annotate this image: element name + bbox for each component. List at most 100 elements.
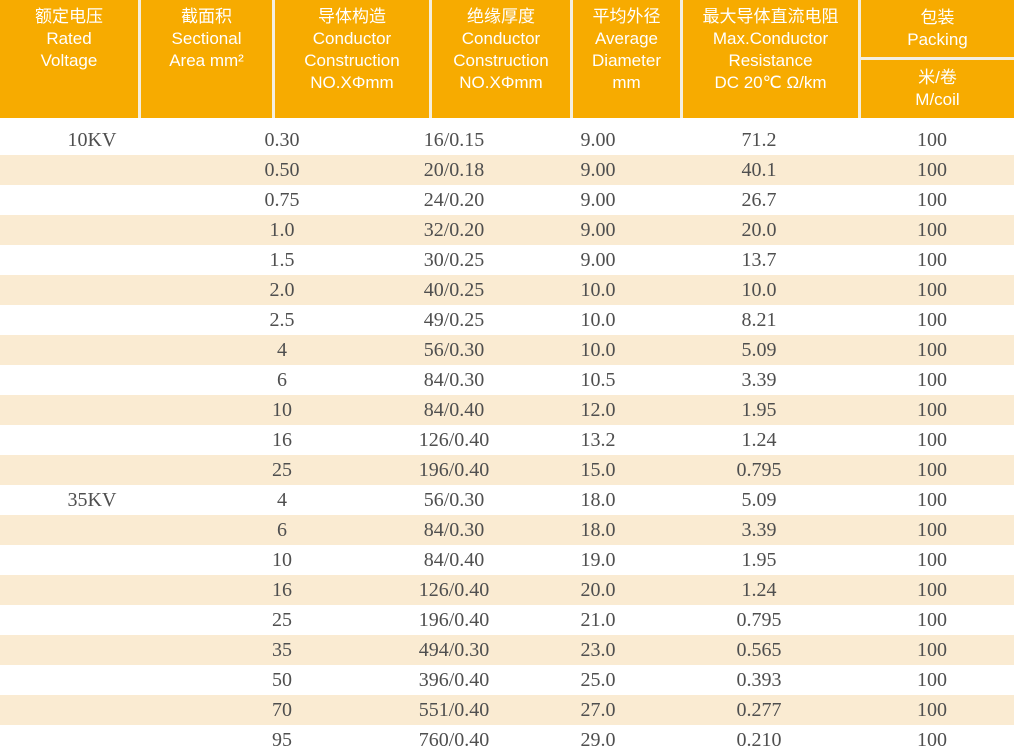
table-row: 4 56/0.30 10.0 5.09 100 [0, 335, 1014, 365]
cell-packing: 100 [917, 639, 947, 661]
cell-average-diameter: 18.0 [580, 519, 616, 541]
cell-sectional-area: 0.75 [264, 189, 300, 211]
cell-max-resistance: 0.565 [736, 639, 782, 661]
cell-max-resistance: 8.21 [741, 309, 777, 331]
cell-max-resistance: 40.1 [741, 159, 777, 181]
cell-conductor-construction: 84/0.40 [423, 399, 485, 421]
cell-sectional-area: 95 [272, 729, 292, 751]
table-row: 10 84/0.40 19.0 1.95 100 [0, 545, 1014, 575]
cell-max-resistance: 0.277 [736, 699, 782, 721]
cell-average-diameter: 21.0 [580, 609, 616, 631]
cell-average-diameter: 12.0 [580, 399, 616, 421]
table-row: 16 126/0.40 13.2 1.24 100 [0, 425, 1014, 455]
cell-sectional-area: 2.0 [269, 279, 295, 301]
cell-average-diameter: 29.0 [580, 729, 616, 751]
cell-rated-voltage: 10KV [67, 129, 117, 151]
header-row-gap [0, 118, 1014, 125]
cell-packing: 100 [917, 339, 947, 361]
cell-sectional-area: 1.5 [269, 249, 295, 271]
table-row: 1.5 30/0.25 9.00 13.7 100 [0, 245, 1014, 275]
cell-sectional-area: 4 [277, 339, 287, 361]
cell-packing: 100 [917, 249, 947, 271]
cell-conductor-construction: 20/0.18 [423, 159, 485, 181]
cell-conductor-construction: 49/0.25 [423, 309, 485, 331]
cell-sectional-area: 16 [272, 429, 292, 451]
cell-packing: 100 [917, 159, 947, 181]
cell-conductor-construction: 760/0.40 [418, 729, 490, 751]
table-row: 70 551/0.40 27.0 0.277 100 [0, 695, 1014, 725]
cell-packing: 100 [917, 309, 947, 331]
cell-sectional-area: 16 [272, 579, 292, 601]
cell-sectional-area: 2.5 [269, 309, 295, 331]
cell-packing: 100 [917, 219, 947, 241]
cell-average-diameter: 19.0 [580, 549, 616, 571]
cell-max-resistance: 0.393 [736, 669, 782, 691]
cell-conductor-construction: 551/0.40 [418, 699, 490, 721]
cell-conductor-construction: 32/0.20 [423, 219, 485, 241]
cell-conductor-construction: 494/0.30 [418, 639, 490, 661]
cell-max-resistance: 0.795 [736, 609, 782, 631]
table-row: 0.50 20/0.18 9.00 40.1 100 [0, 155, 1014, 185]
header-conductor-construction: 导体构造 Conductor Construction NO.XΦmm [275, 0, 429, 118]
table-row: 25 196/0.40 21.0 0.795 100 [0, 605, 1014, 635]
cell-average-diameter: 23.0 [580, 639, 616, 661]
cell-max-resistance: 0.795 [736, 459, 782, 481]
cell-conductor-construction: 84/0.30 [423, 369, 485, 391]
cell-sectional-area: 70 [272, 699, 292, 721]
cell-average-diameter: 18.0 [580, 489, 616, 511]
table-row: 16 126/0.40 20.0 1.24 100 [0, 575, 1014, 605]
header-average-diameter: 平均外径 Average Diameter mm [573, 0, 680, 118]
table-row: 35KV 4 56/0.30 18.0 5.09 100 [0, 485, 1014, 515]
cell-sectional-area: 6 [277, 369, 287, 391]
cell-average-diameter: 10.0 [580, 339, 616, 361]
cell-sectional-area: 10 [272, 549, 292, 571]
cell-packing: 100 [917, 279, 947, 301]
table-row: 95 760/0.40 29.0 0.210 100 [0, 725, 1014, 755]
cell-max-resistance: 3.39 [741, 369, 777, 391]
cell-sectional-area: 25 [272, 459, 292, 481]
cell-packing: 100 [917, 489, 947, 511]
header-packing-unit: 米/卷 M/coil [861, 60, 1014, 118]
table-row: 2.0 40/0.25 10.0 10.0 100 [0, 275, 1014, 305]
header-insulation-thickness: 绝缘厚度 Conductor Construction NO.XΦmm [432, 0, 570, 118]
cell-conductor-construction: 196/0.40 [418, 459, 490, 481]
header-rated-voltage: 额定电压 Rated Voltage [0, 0, 138, 118]
cell-sectional-area: 25 [272, 609, 292, 631]
table-row: 35 494/0.30 23.0 0.565 100 [0, 635, 1014, 665]
cell-average-diameter: 27.0 [580, 699, 616, 721]
cell-conductor-construction: 56/0.30 [423, 489, 485, 511]
cell-max-resistance: 5.09 [741, 489, 777, 511]
cell-average-diameter: 10.5 [580, 369, 616, 391]
table-row: 6 84/0.30 10.5 3.39 100 [0, 365, 1014, 395]
table-header: 额定电压 Rated Voltage 截面积 Sectional Area mm… [0, 0, 1014, 118]
cell-average-diameter: 9.00 [580, 189, 616, 211]
cell-max-resistance: 20.0 [741, 219, 777, 241]
cell-max-resistance: 13.7 [741, 249, 777, 271]
cell-sectional-area: 10 [272, 399, 292, 421]
header-packing-group: 包装 Packing 米/卷 M/coil [861, 0, 1014, 118]
cell-packing: 100 [917, 129, 947, 151]
cell-conductor-construction: 84/0.30 [423, 519, 485, 541]
cell-packing: 100 [917, 429, 947, 451]
table-row: 50 396/0.40 25.0 0.393 100 [0, 665, 1014, 695]
cell-conductor-construction: 126/0.40 [418, 429, 490, 451]
cell-conductor-construction: 126/0.40 [418, 579, 490, 601]
cell-max-resistance: 26.7 [741, 189, 777, 211]
cell-max-resistance: 1.24 [741, 579, 777, 601]
cell-conductor-construction: 396/0.40 [418, 669, 490, 691]
cell-packing: 100 [917, 459, 947, 481]
table-row: 2.5 49/0.25 10.0 8.21 100 [0, 305, 1014, 335]
table-row: 10 84/0.40 12.0 1.95 100 [0, 395, 1014, 425]
cell-average-diameter: 9.00 [580, 249, 616, 271]
cell-sectional-area: 35 [272, 639, 292, 661]
header-packing: 包装 Packing [861, 0, 1014, 57]
cell-max-resistance: 71.2 [741, 129, 777, 151]
cell-average-diameter: 20.0 [580, 579, 616, 601]
cell-sectional-area: 1.0 [269, 219, 295, 241]
cell-average-diameter: 13.2 [580, 429, 616, 451]
cell-packing: 100 [917, 579, 947, 601]
table-row: 25 196/0.40 15.0 0.795 100 [0, 455, 1014, 485]
header-max-resistance: 最大导体直流电阻 Max.Conductor Resistance DC 20℃… [683, 0, 858, 118]
cell-conductor-construction: 30/0.25 [423, 249, 485, 271]
cell-packing: 100 [917, 399, 947, 421]
